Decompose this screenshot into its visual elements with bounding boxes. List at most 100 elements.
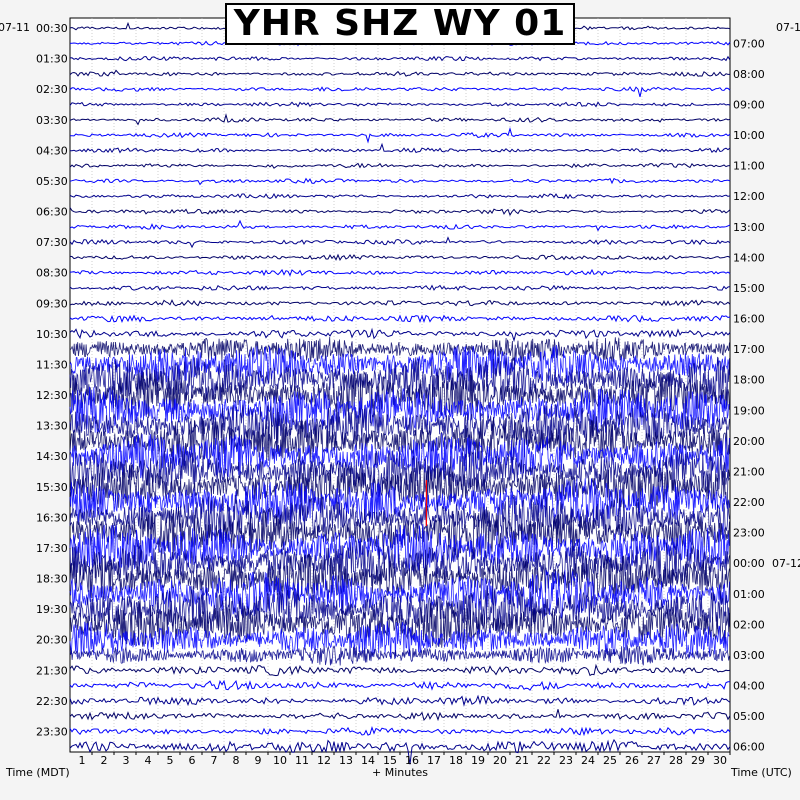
x-tick-label: 3: [123, 754, 130, 767]
left-time-label: 14:30: [36, 450, 68, 463]
x-tick-label: 22: [537, 754, 551, 767]
seismic-trace: [69, 679, 731, 691]
right-axis-title: Time (UTC): [731, 766, 792, 779]
x-tick-label: 4: [145, 754, 152, 767]
left-time-label: 01:30: [36, 53, 68, 66]
left-time-label: 06:30: [36, 206, 68, 219]
seismic-trace: [69, 447, 730, 495]
seismic-trace: [69, 299, 731, 307]
chart-title: YHR SHZ WY 01: [233, 3, 567, 44]
seismic-trace: [69, 540, 730, 587]
right-time-label: 13:00: [733, 221, 765, 234]
seismic-trace: [69, 101, 731, 108]
seismic-trace: [69, 268, 731, 277]
left-time-label: 12:30: [36, 389, 68, 402]
x-tick-label: 24: [581, 754, 595, 767]
seismic-trace: [69, 177, 731, 186]
x-tick-label: 23: [559, 754, 573, 767]
seismic-trace: [69, 663, 731, 677]
x-tick-label: 9: [255, 754, 262, 767]
title-box: YHR SHZ WY 01: [225, 3, 575, 45]
seismic-trace: [69, 694, 731, 707]
right-time-label: 23:00: [733, 527, 765, 540]
left-time-label: 10:30: [36, 328, 68, 341]
left-time-label: 22:30: [36, 695, 68, 708]
right-time-label: 01:00: [733, 588, 765, 601]
seismic-trace: [69, 327, 731, 343]
x-tick-label: 17: [427, 754, 441, 767]
right-time-label: 06:00: [733, 741, 765, 754]
right-time-label: 04:00: [733, 680, 765, 693]
seismic-trace: [69, 600, 730, 648]
left-time-label: 11:30: [36, 358, 68, 371]
seismic-trace: [70, 142, 731, 154]
left-time-label: 20:30: [36, 634, 68, 647]
left-time-label: 21:30: [36, 664, 68, 677]
right-date-change-label: 07-12: [772, 557, 800, 570]
seismic-trace: [69, 284, 731, 291]
seismic-trace: [69, 86, 731, 98]
seismic-trace: [69, 403, 730, 449]
right-time-label: 12:00: [733, 190, 765, 203]
x-tick-label: 30: [713, 754, 727, 767]
left-time-label: 13:30: [36, 420, 68, 433]
seismic-trace: [69, 478, 730, 526]
right-time-label: 02:00: [733, 618, 765, 631]
right-time-label: 21:00: [733, 465, 765, 478]
right-time-label: 17:00: [733, 343, 765, 356]
x-tick-label: 19: [471, 754, 485, 767]
left-time-label: 18:30: [36, 573, 68, 586]
right-time-label: 03:00: [733, 649, 765, 662]
left-time-label: 17:30: [36, 542, 68, 555]
seismic-trace: [69, 738, 731, 765]
left-time-label: 04:30: [36, 144, 68, 157]
x-tick-label: 6: [189, 754, 196, 767]
seismic-trace: [69, 69, 730, 77]
x-tick-label: 13: [339, 754, 353, 767]
x-tick-label: 26: [625, 754, 639, 767]
right-time-label: 10:00: [733, 129, 765, 142]
left-time-label: 15:30: [36, 481, 68, 494]
right-time-label: 09:00: [733, 98, 765, 111]
right-time-label: 11:00: [733, 160, 765, 173]
x-tick-label: 27: [647, 754, 661, 767]
left-time-label: 02:30: [36, 83, 68, 96]
seismic-trace: [69, 433, 730, 480]
left-time-label: 19:30: [36, 603, 68, 616]
seismic-trace: [69, 192, 731, 200]
left-time-label: 08:30: [36, 267, 68, 280]
right-time-label: 08:00: [733, 68, 765, 81]
left-time-label: 23:30: [36, 725, 68, 738]
seismic-trace: [69, 569, 730, 619]
seismic-trace: [69, 207, 731, 217]
x-tick-label: 14: [361, 754, 375, 767]
right-time-label: 16:00: [733, 313, 765, 326]
start-date-left: 07-11: [0, 22, 30, 34]
x-tick-label: 18: [449, 754, 463, 767]
x-tick-label: 11: [295, 754, 309, 767]
bottom-axis-title: + Minutes: [371, 766, 429, 779]
left-time-label: 07:30: [36, 236, 68, 249]
right-time-label: 14:00: [733, 251, 765, 264]
right-time-label: 07:00: [733, 37, 765, 50]
left-time-label: 03:30: [36, 114, 68, 127]
x-tick-label: 25: [603, 754, 617, 767]
x-tick-label: 7: [211, 754, 218, 767]
right-time-label: 05:00: [733, 710, 765, 723]
right-time-label: 20:00: [733, 435, 765, 448]
x-tick-label: 12: [317, 754, 331, 767]
left-axis-title: Time (MDT): [6, 766, 70, 779]
right-time-label: 19:00: [733, 404, 765, 417]
x-tick-label: 21: [515, 754, 529, 767]
x-tick-label: 16: [405, 754, 419, 767]
x-tick-label: 15: [383, 754, 397, 767]
seismic-trace: [69, 162, 731, 169]
seismic-trace: [69, 219, 731, 232]
x-tick-label: 8: [233, 754, 240, 767]
start-date-right: 07-11: [776, 21, 800, 34]
seismic-trace: [69, 113, 731, 126]
seismic-trace: [69, 344, 730, 385]
seismic-trace: [69, 356, 730, 404]
seismic-trace: [70, 127, 731, 144]
left-time-label: 09:30: [36, 297, 68, 310]
